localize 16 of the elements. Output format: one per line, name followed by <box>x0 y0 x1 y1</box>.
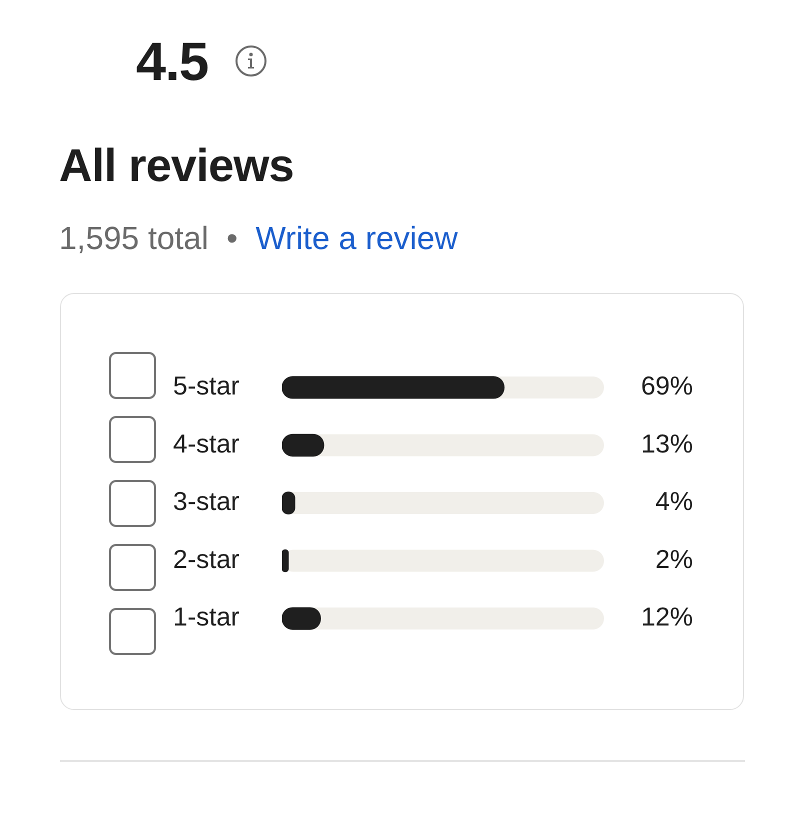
bar <box>282 549 289 572</box>
y-tick-label: 5-star <box>173 370 240 401</box>
text: 4.5 <box>136 32 208 92</box>
chart-title: All reviews <box>59 139 294 191</box>
text: 1,595 total <box>59 220 208 256</box>
text: Write a review <box>256 220 458 256</box>
y-tick-label: 2-star <box>173 544 240 574</box>
y-tick-label: 1-star <box>173 602 240 632</box>
y-tick-label: 4-star <box>173 428 240 458</box>
data-label: 12% <box>640 602 693 632</box>
text: • <box>226 220 238 256</box>
data-label: 2% <box>655 544 693 574</box>
data-label: 69% <box>640 370 693 401</box>
data-label: 13% <box>640 428 693 458</box>
data-label: 4% <box>655 486 693 516</box>
y-tick-label: 3-star <box>173 486 240 516</box>
